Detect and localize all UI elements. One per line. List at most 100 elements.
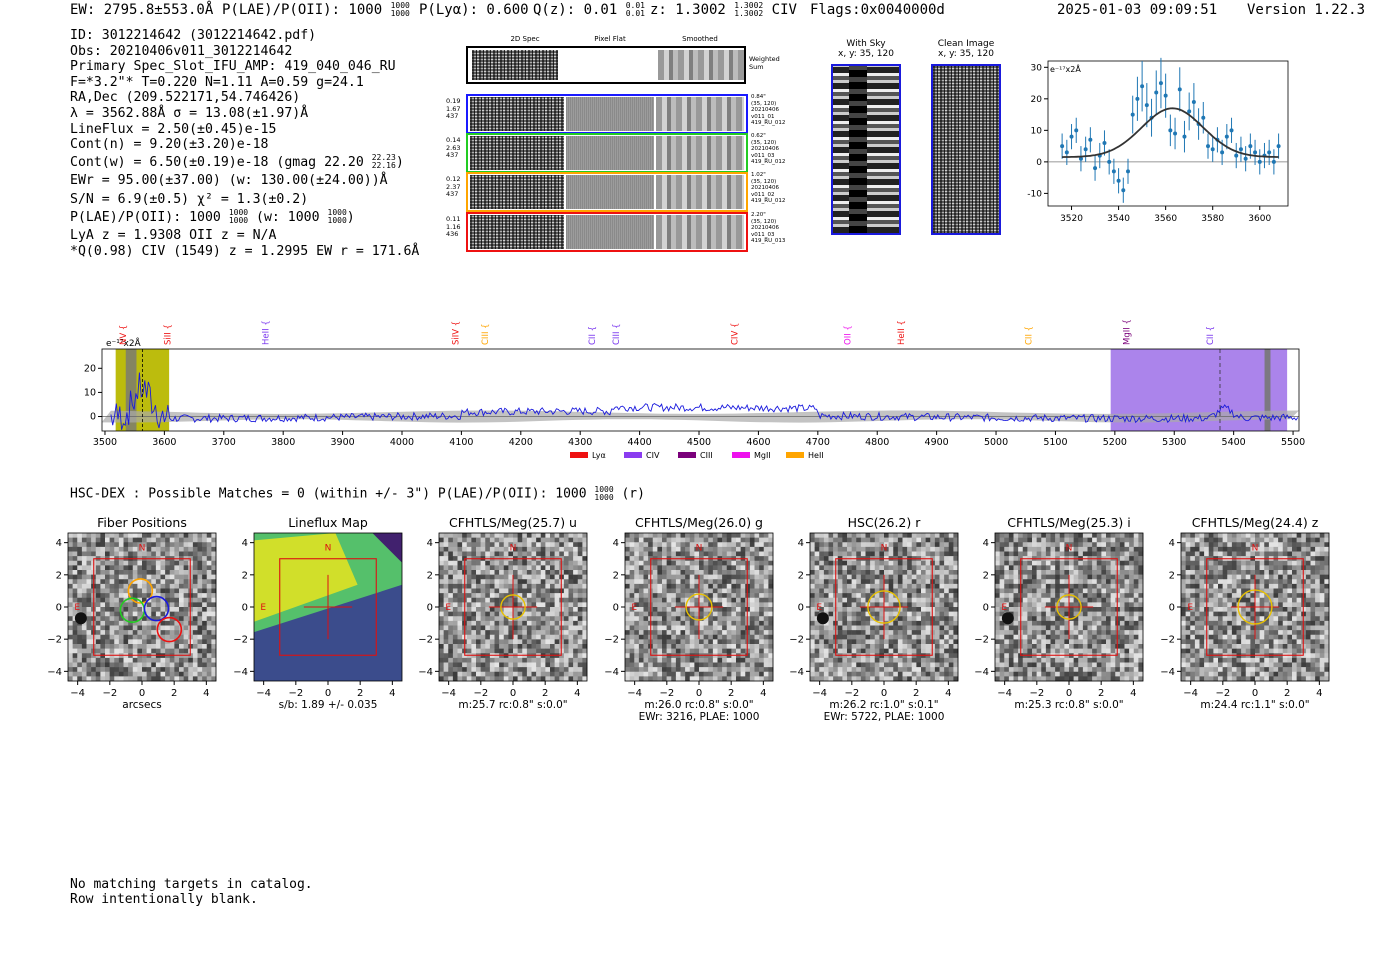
panel-pixel [155, 607, 161, 612]
panel-north-label: N [325, 544, 332, 554]
panel-pixel [921, 574, 926, 580]
panel-pixel [736, 565, 741, 571]
panel-pixel [155, 644, 161, 649]
panel-pixel [934, 639, 940, 645]
panel-pixel [740, 634, 746, 640]
panel-pixel [819, 662, 825, 668]
panel-pixel [471, 551, 477, 557]
panel-pixel [814, 551, 820, 557]
panel-pixel [717, 588, 723, 594]
panel-pixel [842, 565, 848, 571]
panel-pixel [625, 546, 630, 552]
panel-pixel [114, 542, 120, 548]
panel-pixel [513, 542, 518, 548]
panel-pixel [577, 560, 583, 566]
panel-pixel [671, 542, 677, 548]
panel-pixel [563, 542, 569, 548]
panel-pixel [694, 662, 700, 668]
panel-pixel [197, 588, 203, 594]
panel-pixel [629, 667, 635, 673]
panel-pixel [540, 620, 546, 626]
panel-pixel [188, 533, 194, 538]
panel-pixel [759, 560, 765, 566]
fiber-left-label: 1.16 [446, 222, 461, 231]
panel-pixel [819, 565, 825, 571]
panel-pixel [740, 611, 746, 617]
fit-data-point [1276, 144, 1281, 149]
panel-pixel [1004, 583, 1010, 589]
panel-pixel [174, 620, 180, 626]
panel-pixel [471, 597, 477, 603]
panel-pixel [851, 611, 857, 617]
panel-pixel [722, 583, 728, 589]
panel-pixel [837, 574, 843, 580]
panel-pixel [1059, 565, 1065, 571]
panel-caption: m:25.7 rc:0.8" s:0.0" [458, 699, 567, 711]
panel-pixel [128, 551, 134, 557]
panel-pixel [662, 620, 667, 626]
fiber-right-label: v011_03 [751, 152, 775, 159]
panel-pixel [95, 607, 101, 612]
panel-pixel [634, 639, 640, 645]
panel-pixel [81, 537, 87, 543]
panel-pixel [652, 648, 658, 654]
panel-pixel [109, 546, 115, 552]
panel-xtick-label: 0 [881, 688, 887, 699]
panel-pixel [499, 537, 505, 543]
panel-pixel [726, 579, 732, 585]
panel-pixel [722, 616, 728, 622]
panel-pixel [629, 533, 635, 538]
panel-pixel [77, 602, 83, 608]
panel-pixel [689, 634, 695, 640]
panel-pixel [109, 583, 115, 589]
panel-pixel [206, 620, 212, 626]
panel-pixel [1004, 556, 1010, 562]
fiber-2d-image [470, 136, 564, 170]
panel-pixel [703, 644, 709, 649]
panel-pixel [188, 551, 194, 557]
panel-pixel [879, 551, 885, 557]
panel-pixel [86, 639, 92, 645]
panel-pixel [480, 657, 486, 663]
panel-pixel [174, 630, 180, 636]
panel-pixel [494, 676, 500, 682]
panel-pixel [694, 657, 700, 663]
panel-pixel [443, 648, 449, 654]
panel-pixel [183, 551, 189, 557]
panel-pixel [749, 583, 755, 589]
panel-pixel [888, 560, 894, 566]
panel-pixel [1124, 537, 1130, 543]
panel-pixel [1013, 542, 1019, 548]
panel-pixel [480, 662, 486, 668]
panel-pixel [1110, 542, 1116, 548]
panel-pixel [884, 579, 889, 585]
panel-pixel [151, 639, 157, 645]
fiber-right-label: (35, 120) [751, 218, 777, 225]
panel-pixel [206, 570, 212, 575]
panel-pixel [749, 602, 755, 608]
panel-pixel [165, 634, 171, 640]
panel-pixel [499, 611, 505, 617]
panel-pixel [499, 657, 505, 663]
panel-pixel [466, 588, 472, 594]
panel-pixel [999, 546, 1005, 552]
panel-pixel [91, 551, 97, 557]
panel-pixel [485, 644, 491, 649]
panel-pixel [457, 537, 463, 543]
panel-pixel [944, 593, 950, 599]
panel-pixel [68, 644, 73, 649]
panel-ytick-label: 2 [427, 570, 433, 581]
panel-pixel [897, 616, 903, 622]
panel-pixel [856, 579, 862, 585]
panel-pixel [842, 607, 848, 612]
panel-pixel [540, 533, 546, 538]
panel-pixel [1096, 542, 1102, 548]
panel-pixel [648, 676, 654, 682]
panel-pixel [118, 644, 124, 649]
panel-pixel [123, 560, 129, 566]
panel-pixel [768, 662, 774, 668]
panel-pixel [717, 620, 723, 626]
panel-pixel [879, 574, 885, 580]
panel-pixel [736, 533, 741, 538]
panel-pixel [554, 588, 560, 594]
